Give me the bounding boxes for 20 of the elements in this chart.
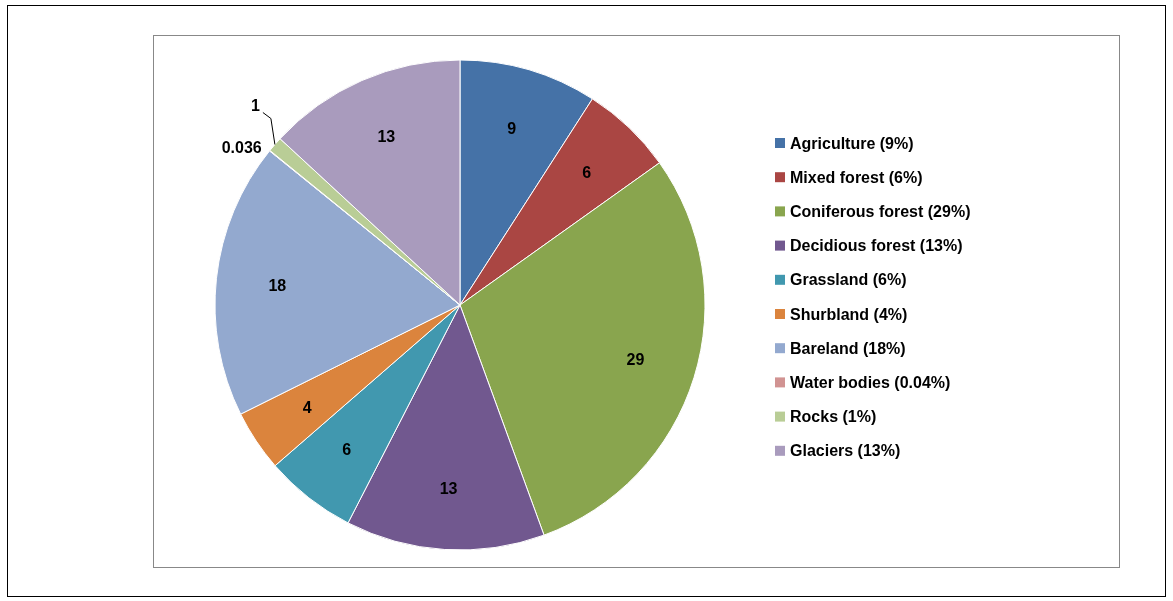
data-label: 1 <box>250 96 260 114</box>
legend-label: Grassland (6%) <box>790 271 907 289</box>
data-label: 13 <box>439 479 458 497</box>
data-label: 6 <box>582 163 592 181</box>
data-label: 29 <box>626 351 645 369</box>
data-label: 6 <box>342 441 352 459</box>
data-label: 18 <box>268 276 287 294</box>
legend-label: Shurbland (4%) <box>790 305 908 323</box>
data-label: 13 <box>377 128 396 146</box>
legend-label: Decidious forest (13%) <box>790 237 963 255</box>
data-label: 9 <box>507 120 517 138</box>
legend-label: Agriculture (9%) <box>790 134 914 152</box>
data-label: 4 <box>302 398 312 416</box>
data-label: 0.036 <box>221 138 262 156</box>
legend-label: Mixed forest (6%) <box>790 168 923 186</box>
legend-label: Coniferous forest (29%) <box>790 203 971 220</box>
legend-label: Bareland (18%) <box>790 339 906 357</box>
legend-label: Glaciers (13%) <box>790 442 901 460</box>
legend-label: Water bodies (0.04%) <box>790 374 951 391</box>
legend-label: Rocks (1%) <box>790 408 877 426</box>
